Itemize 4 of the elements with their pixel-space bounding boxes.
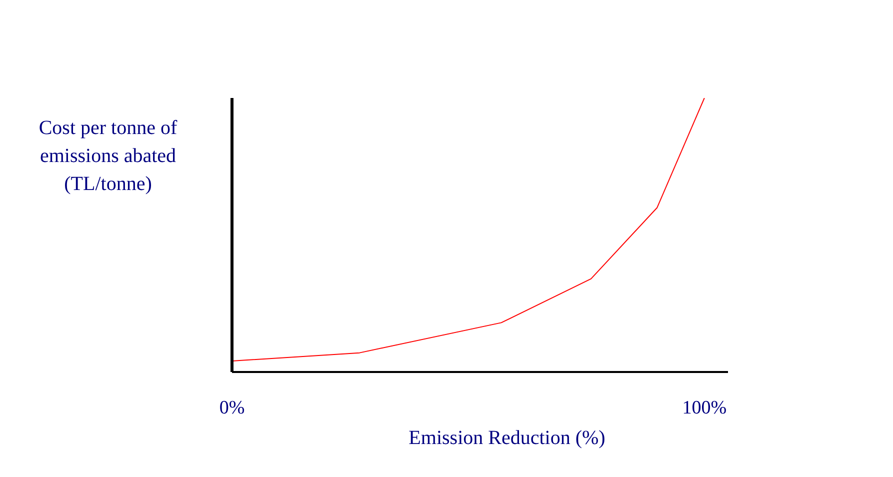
x-tick-label: 0% bbox=[219, 397, 245, 418]
x-axis-title: Emission Reduction (%) bbox=[408, 427, 606, 450]
x-tick-label: 100% bbox=[682, 397, 727, 418]
y-axis-title: Cost per tonne of emissions abated (TL/tonne) bbox=[38, 116, 178, 197]
